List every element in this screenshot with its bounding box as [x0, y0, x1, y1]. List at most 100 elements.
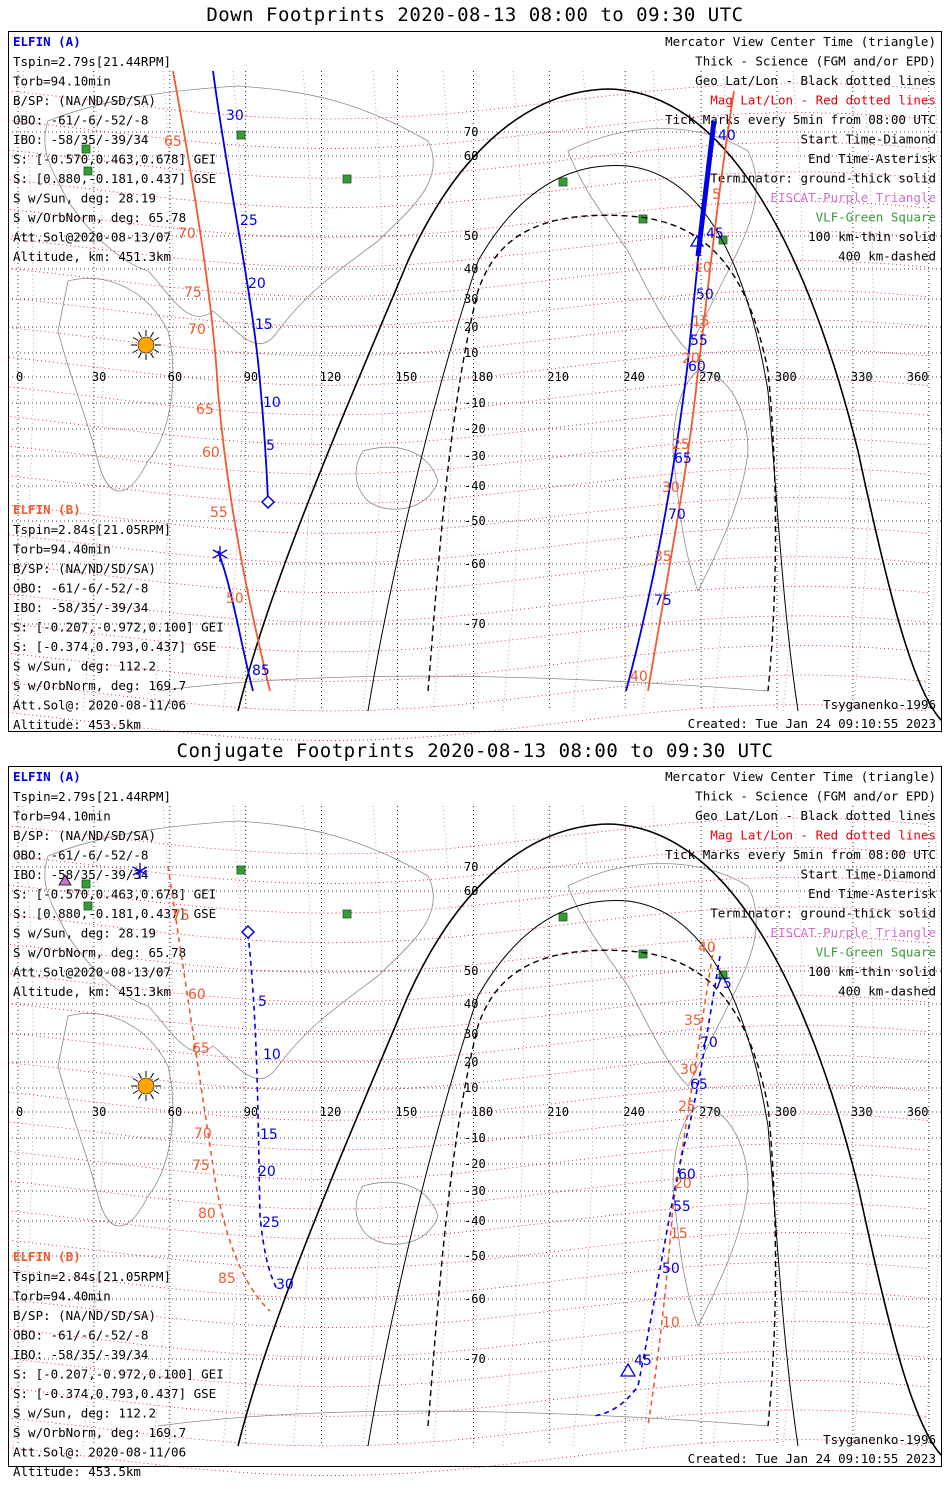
elfin-a-time-label: 45 — [706, 226, 724, 242]
mag-lat-label: 75 — [172, 908, 190, 924]
mag-lat-label: 15 — [692, 314, 710, 330]
lat-tick-label: -70 — [464, 617, 486, 631]
elfin-a-time-label: 20 — [248, 276, 266, 292]
eiscat-triangle — [58, 874, 72, 886]
elfin-a-header: ELFIN (A) — [13, 34, 81, 49]
mag-meridian — [712, 70, 734, 712]
mag-meridian — [852, 70, 874, 712]
mag-meridian — [82, 805, 104, 1447]
mag-lat-label: 35 — [654, 549, 672, 565]
lon-tick-label: 30 — [92, 370, 106, 384]
vlf-station-marker — [342, 909, 352, 919]
elfin-a-info-line: B/SP: (NA/ND/SD/SA) — [13, 828, 156, 843]
lat-tick-label: 70 — [464, 860, 478, 874]
mag-parallel — [8, 1261, 929, 1299]
elfin-b-info-line: S w/OrbNorm, deg: 169.7 — [13, 678, 186, 693]
elfin-a-time-label: 65 — [690, 1077, 708, 1093]
elfin-a-time-label: 25 — [240, 213, 258, 229]
lat-tick-label: -40 — [464, 479, 486, 493]
elfin-b-time-label: 85 — [252, 663, 270, 679]
elfin-a-time-label: 25 — [262, 1215, 280, 1231]
lon-tick-label: 120 — [320, 370, 342, 384]
lat-tick-label: -10 — [464, 396, 486, 410]
footer-model: Tsyganenko-1996 — [823, 1432, 936, 1447]
elfin-a-time-label: 10 — [263, 395, 281, 411]
view-center-triangle — [619, 1362, 637, 1377]
elfin-a-info-line: IBO: -58/35/-39/34 — [13, 132, 148, 147]
legend-item: 400 km-dashed — [838, 249, 936, 264]
down-footprints-map: 0 30 60 90 120 150 180 210 240 270 300 330 360 70 60 50… — [8, 31, 942, 742]
elfin-a-header: ELFIN (A) — [13, 769, 81, 784]
vlf-station-marker — [638, 949, 648, 959]
lat-tick-label: -50 — [464, 514, 486, 528]
lon-tick-label: 60 — [168, 370, 182, 384]
elfin-a-time-label: 15 — [260, 1127, 278, 1143]
legend-item: Tick Marks every 5min from 08:00 UTC — [665, 847, 936, 862]
lat-tick-label: -60 — [464, 1292, 486, 1306]
sun-ray — [150, 1093, 154, 1100]
mag-lat-label: 40 — [630, 669, 648, 685]
mag-lat-label: 10 — [662, 1315, 680, 1331]
sun-ray — [138, 1093, 142, 1100]
elfin-b-info-line: Altitude: 453.5km — [13, 717, 141, 732]
elfin-b-info-line: Torb=94.40min — [13, 1289, 111, 1304]
mag-parallel — [8, 876, 929, 914]
vlf-station-marker — [81, 879, 91, 889]
vlf-station-marker — [558, 912, 568, 922]
footer-created: Created: Tue Jan 24 09:10:55 2023 — [688, 1451, 936, 1466]
legend-item: EISCAT-Purple Triangle — [770, 190, 936, 205]
lat-tick-label: -20 — [464, 1157, 486, 1171]
lon-tick-label: 270 — [699, 1105, 721, 1119]
mag-lat-label: 70 — [178, 226, 196, 242]
vlf-station-marker — [236, 865, 246, 875]
elfin-a-info-line: S w/Sun, deg: 28.19 — [13, 926, 156, 941]
elfin-a-info-line: S: [0.880,-0.181,0.437] GSE — [13, 171, 216, 186]
lon-tick-label: 30 — [92, 1105, 106, 1119]
elfin-a-time-label: 45 — [634, 1353, 652, 1369]
legend-item: Mag Lat/Lon - Red dotted lines — [710, 93, 936, 108]
legend-item: Thick - Science (FGM and/or EPD) — [695, 789, 936, 804]
mag-lat-label: 20 — [682, 351, 700, 367]
lon-tick-label: 330 — [851, 370, 873, 384]
legend-item: Thick - Science (FGM and/or EPD) — [695, 54, 936, 69]
coastline-eurasia — [44, 85, 434, 344]
legend-item: Geo Lat/Lon - Black dotted lines — [695, 73, 936, 88]
lat-tick-label: -60 — [464, 557, 486, 571]
sun-ray — [153, 337, 160, 341]
sun-icon — [137, 336, 155, 354]
elfin-a-east-track — [592, 955, 721, 1417]
lat-tick-label: 10 — [464, 346, 478, 360]
legend-item: Mercator View Center Time (triangle) — [665, 769, 936, 784]
mag-meridian — [782, 70, 804, 712]
mag-lat-label: 5 — [712, 187, 721, 203]
elfin-b-east-mag-track — [647, 90, 735, 692]
terminator-400km — [427, 949, 777, 1427]
elfin-b-header: ELFIN (B) — [13, 1249, 81, 1264]
mag-parallel — [8, 1350, 929, 1388]
legend-item: Tick Marks every 5min from 08:00 UTC — [665, 112, 936, 127]
legend-item: Mercator View Center Time (triangle) — [665, 34, 936, 49]
mag-meridian — [222, 805, 244, 1447]
mag-parallel — [8, 1054, 929, 1092]
legend-item: VLF-Green Square — [816, 210, 936, 225]
mag-lat-label: 10 — [694, 260, 712, 276]
mag-meridian — [572, 70, 594, 712]
vlf-station-marker — [83, 901, 93, 911]
mag-meridian — [852, 805, 874, 1447]
mag-meridian — [922, 70, 942, 712]
terminator-ground — [237, 823, 942, 1457]
mag-parallel — [8, 1439, 929, 1477]
lat-tick-label: -30 — [464, 1184, 486, 1198]
mag-parallel — [8, 1231, 929, 1269]
mag-lat-label: 55 — [210, 505, 228, 521]
lon-tick-label: 180 — [471, 1105, 493, 1119]
elfin-a-info-line: Tspin=2.79s[21.44RPM] — [13, 789, 171, 804]
lat-tick-label: 50 — [464, 229, 478, 243]
lon-tick-label: 60 — [168, 1105, 182, 1119]
elfin-b-info-line: OBO: -61/-6/-52/-8 — [13, 581, 148, 596]
elfin-a-info-line: Att.Sol@2020-08-13/07 — [13, 230, 171, 245]
elfin-a-west-track — [247, 933, 279, 1292]
mag-parallel — [8, 704, 929, 742]
mag-meridian — [502, 70, 524, 712]
view-center-triangle — [689, 234, 705, 247]
